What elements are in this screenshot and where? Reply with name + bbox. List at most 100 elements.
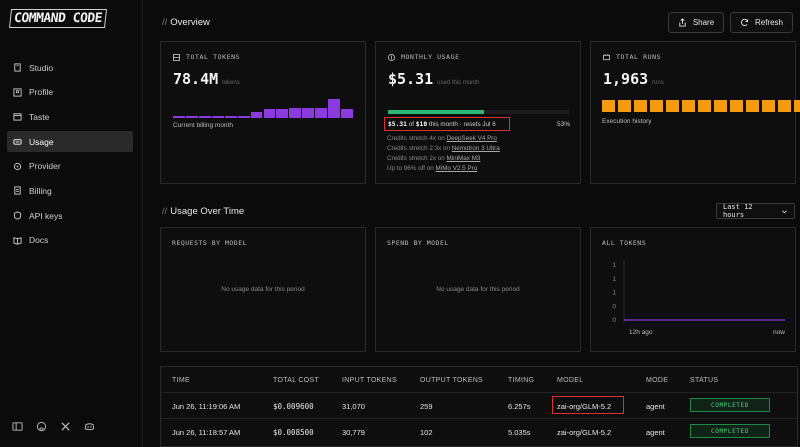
credit-model-link[interactable]: MiMo V2.5 Pro xyxy=(435,165,478,172)
sidebar-item-label: Studio xyxy=(29,62,54,73)
studio-icon xyxy=(13,63,22,72)
sidebar-item-label: Taste xyxy=(29,111,50,122)
timing-cell: 6.257s xyxy=(508,402,531,411)
panel-title: REQUESTS BY MODEL xyxy=(172,239,248,247)
sidebar-toggle-icon[interactable] xyxy=(12,421,23,432)
sidebar-nav: Studio Profile Taste Usage Provider Bill… xyxy=(7,57,133,255)
billing-month-note: Current billing month xyxy=(173,122,233,129)
run-block xyxy=(714,100,727,112)
refresh-icon xyxy=(741,18,749,27)
sidebar-item-label: Docs xyxy=(29,235,49,246)
profile-icon xyxy=(13,88,22,97)
key-icon xyxy=(13,211,22,220)
column-header: OUTPUT TOKENS xyxy=(420,377,484,384)
sidebar-footer xyxy=(12,421,95,432)
x-icon[interactable] xyxy=(60,421,71,432)
run-block xyxy=(618,100,631,112)
total-tokens-value: 78.4M tokens xyxy=(173,70,240,88)
runs-icon xyxy=(603,53,610,61)
time-cell: Jun 26, 11:18:57 AM xyxy=(172,428,241,437)
spend-by-model-panel: SPEND BY MODEL No usage data for this pe… xyxy=(375,227,581,352)
empty-message: No usage data for this period xyxy=(436,286,520,293)
column-header: TOTAL COST xyxy=(273,377,320,384)
github-icon[interactable] xyxy=(36,421,47,432)
total-runs-value: 1,963 runs xyxy=(603,70,664,88)
credit-line: Credits stretch 2x on MiniMax M3 xyxy=(387,155,481,162)
sidebar-item-label: API keys xyxy=(29,210,63,221)
status-badge: COMPLETED xyxy=(690,398,770,412)
refresh-button[interactable]: Refresh xyxy=(730,12,793,33)
cost-cell: $0.008500 xyxy=(273,428,314,437)
mode-cell: agent xyxy=(646,428,665,437)
dollar-icon xyxy=(388,53,395,61)
table-row[interactable]: Jun 26, 11:18:57 AM $0.008500 30,779 102… xyxy=(161,418,797,444)
timing-cell: 5.035s xyxy=(508,428,531,437)
column-header: TIME xyxy=(172,377,190,384)
token-bar xyxy=(198,116,211,118)
all-tokens-panel: ALL TOKENS 1 1 1 0 0 12h ago now xyxy=(590,227,796,352)
y-tick-label: 0 xyxy=(612,303,616,310)
run-blocks xyxy=(602,100,800,112)
column-header: MODE xyxy=(646,377,669,384)
model-cell: zai-org/GLM-5.2 xyxy=(557,428,612,437)
y-tick-label: 1 xyxy=(612,262,616,269)
chevron-down-icon xyxy=(782,209,788,213)
column-header: TIMING xyxy=(508,377,535,384)
token-bar xyxy=(328,99,341,118)
sidebar-item-label: Provider xyxy=(29,161,61,172)
sidebar-item-provider[interactable]: Provider xyxy=(7,156,133,177)
sidebar-item-studio[interactable]: Studio xyxy=(7,57,133,78)
column-header: INPUT TOKENS xyxy=(342,377,397,384)
column-header: MODEL xyxy=(557,377,584,384)
discord-icon[interactable] xyxy=(84,421,95,432)
run-block xyxy=(650,100,663,112)
app-logo[interactable]: COMMAND CODE xyxy=(9,9,107,28)
credit-line: Credits stretch 4x on DeepSeek V4 Pro xyxy=(387,135,497,142)
time-range-select[interactable]: Last 12 hours xyxy=(716,203,795,219)
total-runs-card: TOTAL RUNS 1,963 runs Execution history xyxy=(590,41,800,184)
docs-icon xyxy=(13,236,22,245)
sidebar-item-api-keys[interactable]: API keys xyxy=(7,205,133,226)
all-tokens-chart: 1 1 1 0 0 12h ago now xyxy=(612,261,785,336)
panel-title: ALL TOKENS xyxy=(602,239,647,247)
sidebar-item-label: Billing xyxy=(29,185,52,196)
sidebar-item-profile[interactable]: Profile xyxy=(7,82,133,103)
x-tick-label: 12h ago xyxy=(629,329,653,336)
token-bar xyxy=(173,116,185,118)
credit-line: Credits stretch 2.3x on Nemotron 3 Ultra xyxy=(387,145,500,152)
sidebar-item-label: Profile xyxy=(29,87,54,98)
share-button[interactable]: Share xyxy=(668,12,724,33)
monthly-usage-card: MONTHLY USAGE $5.31 used this month $5.31… xyxy=(375,41,581,184)
token-bar xyxy=(302,107,315,118)
billing-icon xyxy=(13,186,22,195)
run-block xyxy=(602,100,615,112)
provider-icon xyxy=(13,162,22,171)
input-tokens-cell: 30,779 xyxy=(342,428,365,437)
usage-summary: $5.31 of $10 this month · resets Jul 6 xyxy=(384,117,510,131)
sidebar-item-taste[interactable]: Taste xyxy=(7,106,133,127)
runs-table: TIME TOTAL COST INPUT TOKENS OUTPUT TOKE… xyxy=(160,366,798,447)
sidebar-item-docs[interactable]: Docs xyxy=(7,230,133,251)
status-badge: COMPLETED xyxy=(690,424,770,438)
token-bar xyxy=(185,116,198,118)
token-bar xyxy=(224,116,237,118)
sidebar-item-usage[interactable]: Usage xyxy=(7,131,133,153)
credit-model-link[interactable]: DeepSeek V4 Pro xyxy=(446,135,497,142)
taste-icon xyxy=(13,112,22,121)
token-bar xyxy=(250,112,263,118)
run-block xyxy=(746,100,759,112)
credit-model-link[interactable]: Nemotron 3 Ultra xyxy=(451,145,500,152)
sidebar-item-billing[interactable]: Billing xyxy=(7,180,133,201)
token-bar xyxy=(263,109,276,118)
token-bar xyxy=(289,107,302,118)
share-icon xyxy=(679,18,686,27)
credit-model-link[interactable]: MiniMax M3 xyxy=(446,155,481,162)
table-row[interactable]: Jun 26, 11:19:06 AM $0.009600 31,070 259… xyxy=(161,392,797,418)
y-tick-label: 1 xyxy=(612,276,616,283)
output-tokens-cell: 102 xyxy=(420,428,433,437)
token-bar xyxy=(211,116,224,118)
usage-icon xyxy=(13,137,22,146)
y-tick-label: 1 xyxy=(612,290,616,297)
x-tick-label: now xyxy=(773,329,785,336)
execution-history-note: Execution history xyxy=(602,118,652,125)
